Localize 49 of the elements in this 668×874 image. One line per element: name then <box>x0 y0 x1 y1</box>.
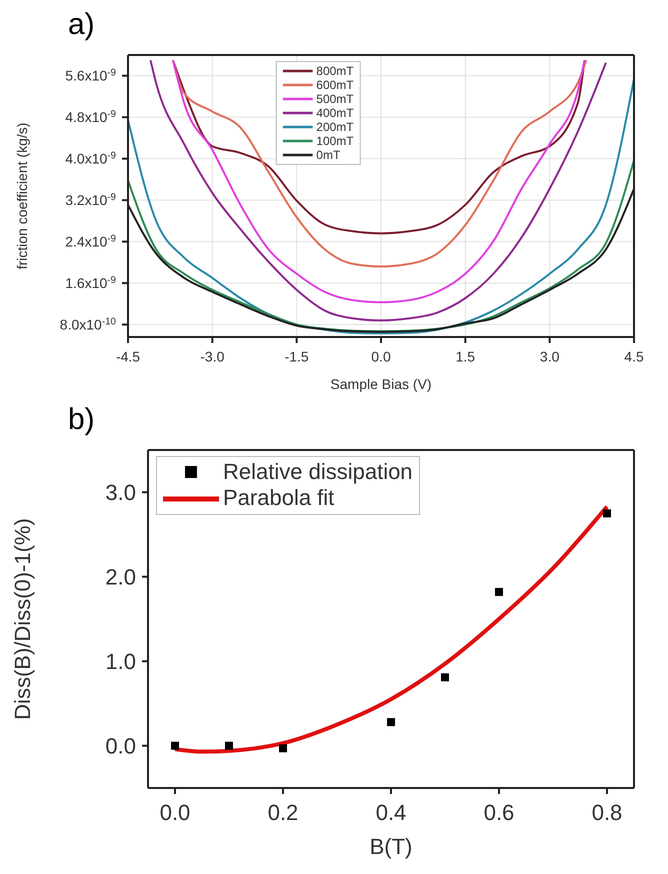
legend-label: 400mT <box>316 106 354 120</box>
point <box>279 744 287 752</box>
x-tick-label: 0.6 <box>484 800 514 825</box>
legend-label: 500mT <box>316 92 354 106</box>
y-tick-label: 0.0 <box>105 733 136 758</box>
x-tick-label: 0.8 <box>592 800 622 825</box>
point <box>603 509 611 518</box>
legend-label: 100mT <box>316 134 354 148</box>
x-axis-title: Sample Bias (V) <box>330 376 432 392</box>
y-tick-label: 2.0 <box>105 564 136 590</box>
y-axis-title: friction coefficient (kg/s) <box>14 122 30 270</box>
legend-label: Relative dissipation <box>223 459 413 486</box>
y-axis-title: Diss(B)/Diss(0)-1(%) <box>10 518 35 720</box>
y-tick-label: 8.0x10$^{-10}$ <box>60 316 117 332</box>
y-tick-label: 1.0 <box>105 648 136 674</box>
x-tick-label: 0.0 <box>160 800 190 825</box>
x-tick-label: 0.2 <box>268 800 298 825</box>
x-axis-title: B(T) <box>370 834 412 859</box>
legend-label: 200mT <box>316 120 354 134</box>
x-tick-label: -1.5 <box>284 348 309 365</box>
line-series <box>128 78 634 334</box>
y-tick-label: 3.0 <box>105 480 136 505</box>
point <box>171 742 179 750</box>
y-tick-label: 2.4x10$^{-9}$ <box>65 233 116 250</box>
point <box>495 588 503 596</box>
point <box>225 742 233 750</box>
point <box>441 673 449 682</box>
x-tick-label: -3.0 <box>200 348 225 365</box>
x-tick-label: 0.0 <box>371 348 391 365</box>
y-tick-label: 4.8x10$^{-9}$ <box>65 108 116 126</box>
legend-label: 600mT <box>316 78 354 92</box>
legend-label: Parabola fit <box>223 485 334 512</box>
legend-label: 800mT <box>316 64 354 78</box>
x-tick-label: -4.5 <box>116 348 140 365</box>
y-tick-label: 5.6x10$^{-9}$ <box>65 67 116 84</box>
x-tick-label: 0.4 <box>376 800 406 825</box>
chart-title: a) <box>68 8 95 42</box>
line-series <box>172 59 586 234</box>
legend-label: 0mT <box>316 148 340 162</box>
chart-title: b) <box>68 403 95 437</box>
point <box>387 718 395 726</box>
line-series <box>149 59 607 322</box>
line-series <box>128 159 634 332</box>
x-tick-label: 4.5 <box>624 348 644 365</box>
y-tick-label: 4.0x10$^{-9}$ <box>65 150 116 167</box>
y-tick-label: 1.6x10$^{-9}$ <box>65 274 116 291</box>
x-tick-label: 1.5 <box>456 348 476 365</box>
y-tick-label: 3.2x10$^{-9}$ <box>65 192 116 208</box>
x-tick-label: 3.0 <box>540 348 560 365</box>
